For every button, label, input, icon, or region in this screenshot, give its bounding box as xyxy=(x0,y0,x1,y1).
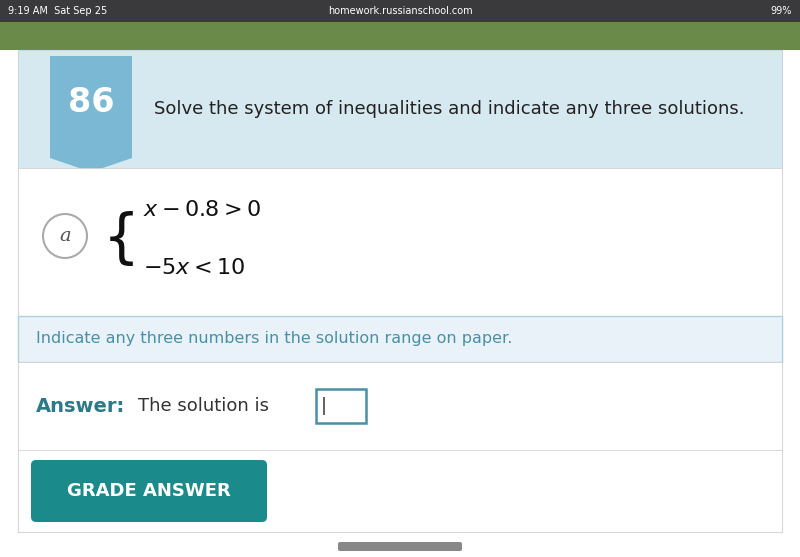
FancyBboxPatch shape xyxy=(50,56,132,158)
Text: GRADE ANSWER: GRADE ANSWER xyxy=(67,482,231,500)
FancyBboxPatch shape xyxy=(18,50,782,532)
Text: 86: 86 xyxy=(68,86,114,120)
FancyBboxPatch shape xyxy=(18,50,782,168)
Text: Answer:: Answer: xyxy=(36,397,126,416)
Text: |: | xyxy=(321,397,327,415)
FancyBboxPatch shape xyxy=(18,168,782,316)
FancyBboxPatch shape xyxy=(0,0,800,22)
FancyBboxPatch shape xyxy=(18,450,782,532)
FancyBboxPatch shape xyxy=(18,362,782,450)
Text: Solve the system of inequalities and indicate any three solutions.: Solve the system of inequalities and ind… xyxy=(154,100,745,118)
FancyBboxPatch shape xyxy=(18,316,782,362)
Text: Indicate any three numbers in the solution range on paper.: Indicate any three numbers in the soluti… xyxy=(36,331,512,346)
Text: 9:19 AM  Sat Sep 25: 9:19 AM Sat Sep 25 xyxy=(8,6,107,16)
Polygon shape xyxy=(50,158,132,172)
FancyBboxPatch shape xyxy=(338,542,462,551)
Text: 99%: 99% xyxy=(770,6,792,16)
FancyBboxPatch shape xyxy=(31,460,267,522)
Text: $\{$: $\{$ xyxy=(102,209,134,268)
FancyBboxPatch shape xyxy=(0,22,800,50)
Text: $-5x < 10$: $-5x < 10$ xyxy=(143,257,245,279)
Text: The solution is: The solution is xyxy=(138,397,269,415)
Text: homework.russianschool.com: homework.russianschool.com xyxy=(328,6,472,16)
Text: a: a xyxy=(59,227,71,245)
FancyBboxPatch shape xyxy=(316,389,366,423)
Text: $x - 0.8 > 0$: $x - 0.8 > 0$ xyxy=(143,199,261,221)
